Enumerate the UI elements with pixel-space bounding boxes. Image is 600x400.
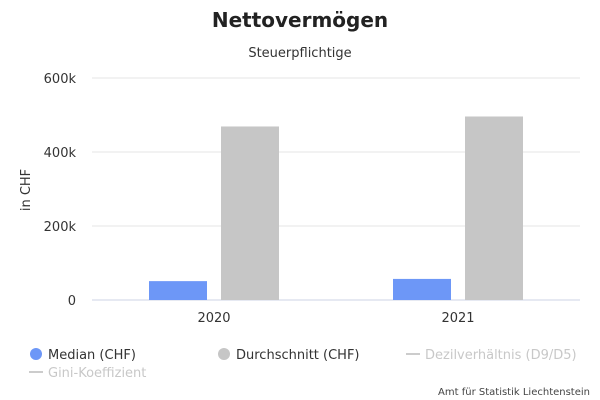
y-tick-label: 600k: [44, 72, 77, 87]
legend-label: Dezilverhältnis (D9/D5): [425, 348, 577, 363]
y-tick-label: 0: [68, 294, 76, 309]
legend-label: Gini-Koeffizient: [48, 366, 146, 381]
chart-subtitle: Steuerpflichtige: [248, 46, 351, 61]
x-tick-labels: 2020 2021: [197, 311, 474, 326]
legend-label: Median (CHF): [48, 348, 136, 363]
legend-item[interactable]: Dezilverhältnis (D9/D5): [406, 348, 577, 363]
chart-title: Nettovermögen: [212, 8, 388, 32]
legend-marker-circle: [218, 348, 230, 360]
legend-item[interactable]: Gini-Koeffizient: [29, 366, 146, 381]
legend: Median (CHF) Durchschnitt (CHF) Dezilverhä…: [29, 348, 577, 381]
bar-median-2020[interactable]: [149, 281, 207, 300]
y-tick-labels: 0 200k 400k 600k: [44, 72, 77, 309]
bar-median-2021[interactable]: [393, 278, 451, 300]
legend-item[interactable]: Durchschnitt (CHF): [218, 348, 360, 363]
legend-item[interactable]: Median (CHF): [30, 348, 136, 363]
bar-durchschnitt-2021[interactable]: [465, 116, 523, 300]
y-tick-label: 400k: [44, 146, 77, 161]
legend-marker-circle: [30, 348, 42, 360]
x-tick-label: 2021: [441, 311, 474, 326]
bar-durchschnitt-2020[interactable]: [221, 126, 279, 300]
chart-credit[interactable]: Amt für Statistik Liechtenstein: [438, 387, 590, 398]
bars: [149, 116, 523, 300]
y-axis-label: in CHF: [19, 169, 34, 211]
x-tick-label: 2020: [197, 311, 230, 326]
y-tick-label: 200k: [44, 220, 77, 235]
legend-label: Durchschnitt (CHF): [236, 348, 360, 363]
